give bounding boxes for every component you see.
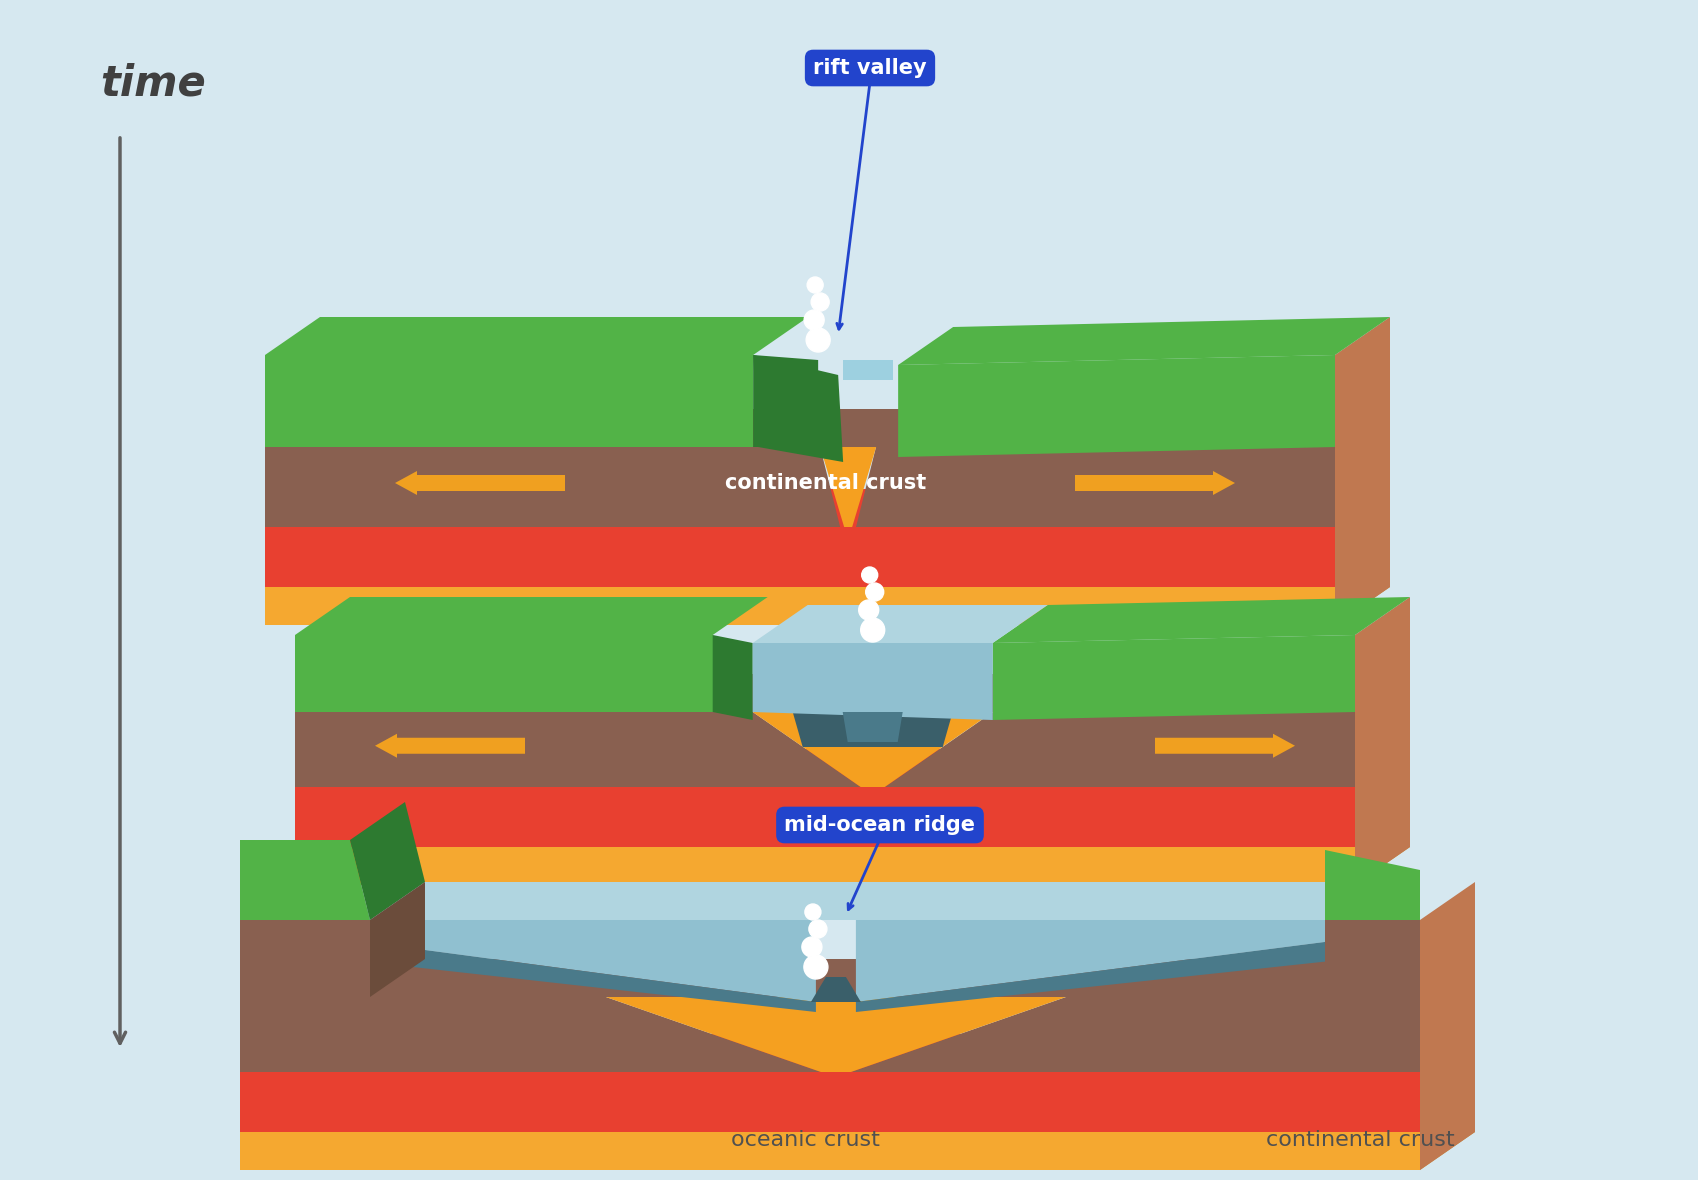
Circle shape [812, 293, 829, 312]
Circle shape [807, 277, 824, 293]
Polygon shape [856, 447, 1335, 527]
Polygon shape [993, 635, 1355, 720]
Polygon shape [265, 527, 1335, 586]
Text: mid-ocean ridge: mid-ocean ridge [784, 815, 975, 835]
Polygon shape [856, 940, 1340, 1012]
Polygon shape [1155, 734, 1296, 758]
Polygon shape [350, 920, 817, 1002]
Text: time: time [100, 63, 205, 105]
Circle shape [866, 583, 883, 601]
Polygon shape [295, 674, 1409, 712]
Circle shape [805, 904, 820, 920]
Polygon shape [350, 881, 1396, 920]
Polygon shape [1335, 549, 1391, 625]
Polygon shape [842, 712, 903, 742]
Polygon shape [265, 355, 754, 447]
Polygon shape [239, 1094, 1476, 1132]
Polygon shape [1420, 1094, 1476, 1171]
Polygon shape [375, 734, 525, 758]
Text: rift valley: rift valley [813, 58, 927, 78]
Polygon shape [993, 597, 1409, 643]
Polygon shape [350, 940, 817, 1012]
Circle shape [861, 568, 878, 583]
Polygon shape [295, 809, 1409, 847]
Text: continental crust: continental crust [725, 473, 925, 493]
Circle shape [805, 310, 824, 330]
Circle shape [861, 618, 885, 642]
Polygon shape [239, 997, 820, 1071]
Polygon shape [265, 489, 1391, 527]
Polygon shape [1075, 471, 1234, 494]
Polygon shape [898, 355, 1335, 457]
Polygon shape [1335, 317, 1391, 625]
Polygon shape [295, 787, 1355, 847]
Polygon shape [851, 997, 1420, 1071]
Polygon shape [844, 360, 893, 380]
Polygon shape [295, 597, 767, 635]
Polygon shape [812, 977, 861, 1002]
Polygon shape [1355, 597, 1409, 885]
Polygon shape [265, 409, 1391, 447]
Polygon shape [265, 317, 808, 355]
Polygon shape [396, 471, 565, 494]
Polygon shape [239, 1132, 1420, 1171]
Text: continental crust: continental crust [1265, 1130, 1453, 1150]
Polygon shape [754, 355, 818, 447]
Circle shape [859, 599, 878, 620]
Polygon shape [295, 635, 713, 712]
Polygon shape [1355, 674, 1409, 787]
Polygon shape [265, 447, 841, 527]
Polygon shape [754, 355, 844, 463]
Polygon shape [752, 643, 993, 720]
Polygon shape [370, 881, 424, 997]
Polygon shape [898, 317, 1391, 365]
Polygon shape [1420, 1034, 1476, 1132]
Circle shape [808, 920, 827, 938]
Polygon shape [752, 605, 1048, 643]
Polygon shape [1335, 409, 1391, 527]
Circle shape [803, 955, 829, 979]
Polygon shape [1335, 489, 1391, 586]
Polygon shape [295, 712, 861, 787]
Polygon shape [1324, 850, 1420, 920]
Polygon shape [885, 712, 1355, 787]
Text: oceanic crust: oceanic crust [732, 1130, 880, 1150]
Circle shape [807, 328, 830, 352]
Polygon shape [239, 1071, 1420, 1132]
Polygon shape [752, 712, 993, 787]
Polygon shape [1355, 749, 1409, 847]
Polygon shape [606, 997, 1066, 1071]
Polygon shape [239, 959, 1476, 997]
Polygon shape [713, 635, 752, 720]
Polygon shape [1420, 881, 1476, 1171]
Polygon shape [295, 847, 1355, 885]
Polygon shape [239, 840, 370, 920]
Polygon shape [239, 1034, 1476, 1071]
Polygon shape [820, 447, 876, 527]
Polygon shape [1355, 809, 1409, 885]
Polygon shape [265, 549, 1391, 586]
Polygon shape [239, 920, 370, 997]
Polygon shape [856, 920, 1340, 1002]
Polygon shape [265, 586, 1335, 625]
Polygon shape [793, 712, 953, 747]
Circle shape [801, 937, 822, 957]
Polygon shape [1420, 959, 1476, 1071]
Polygon shape [1324, 920, 1420, 997]
Polygon shape [295, 749, 1409, 787]
Polygon shape [350, 802, 424, 920]
